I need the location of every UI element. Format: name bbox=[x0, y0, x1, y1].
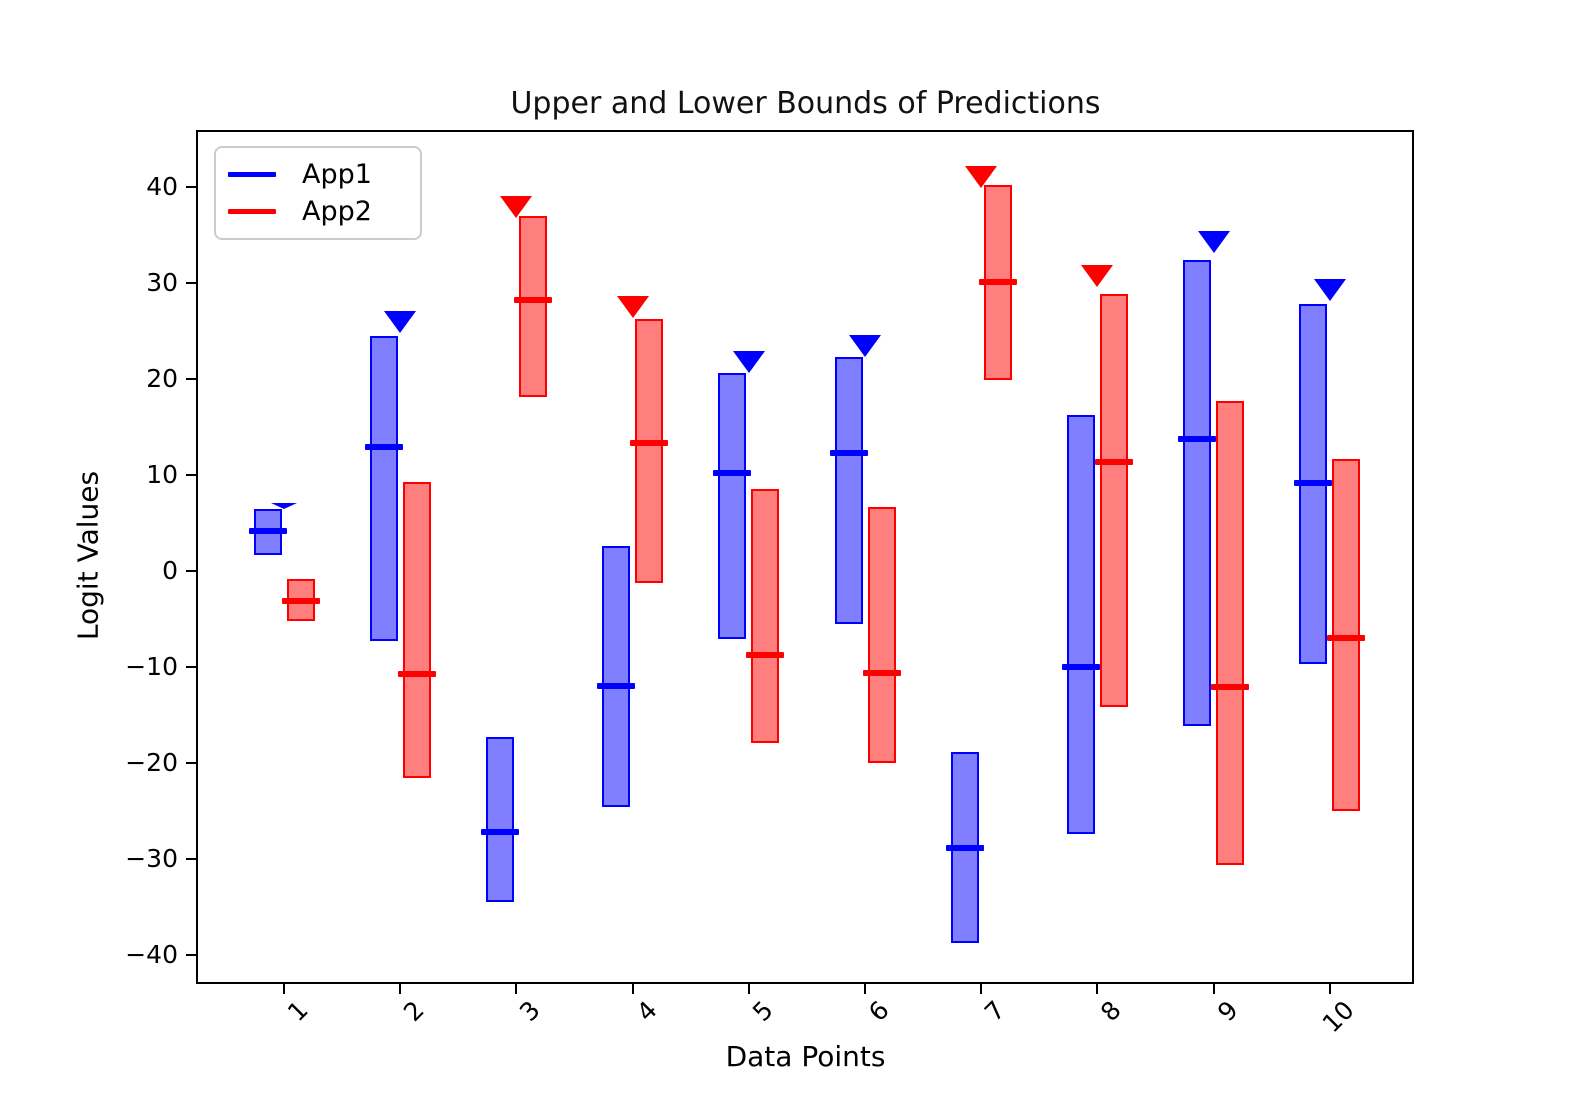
app1-median-4 bbox=[597, 683, 636, 690]
app2-median-7 bbox=[978, 279, 1017, 286]
x-tick-2 bbox=[399, 984, 402, 994]
y-tick-label-40: 40 bbox=[146, 172, 178, 201]
y-tick-label--30: −30 bbox=[125, 844, 178, 873]
y-tick-label--40: −40 bbox=[125, 940, 178, 969]
app2-median-9 bbox=[1211, 684, 1250, 691]
x-tick-5 bbox=[747, 984, 750, 994]
app2-bar-5 bbox=[751, 489, 780, 743]
x-tick-7 bbox=[980, 984, 983, 994]
x-axis-label: Data Points bbox=[725, 1040, 886, 1073]
app1-max-marker-10 bbox=[1313, 278, 1346, 301]
x-tick-6 bbox=[864, 984, 866, 994]
y-tick-0 bbox=[186, 570, 196, 572]
app1-max-marker-9 bbox=[1197, 230, 1230, 253]
y-tick-label--20: −20 bbox=[125, 748, 178, 777]
app1-bar-4 bbox=[602, 546, 631, 808]
app2-bar-2 bbox=[402, 481, 431, 779]
app2-bar-6 bbox=[867, 506, 896, 763]
app1-median-7 bbox=[945, 845, 984, 852]
app1-max-marker-2 bbox=[384, 311, 417, 334]
app2-max-marker-8 bbox=[1081, 265, 1114, 288]
x-tick-3 bbox=[515, 984, 518, 994]
app1-median-2 bbox=[364, 444, 403, 451]
app1-max-marker-1 bbox=[271, 502, 297, 509]
x-tick-8 bbox=[1096, 984, 1099, 994]
legend-label-app2: App2 bbox=[302, 196, 372, 228]
app2-max-marker-7 bbox=[965, 166, 998, 189]
app1-bar-2 bbox=[369, 335, 398, 642]
app1-bar-3 bbox=[485, 737, 514, 903]
app2-median-5 bbox=[746, 651, 785, 658]
legend-line-app2-icon bbox=[228, 209, 276, 215]
app1-median-5 bbox=[713, 470, 752, 477]
app1-bar-6 bbox=[834, 356, 863, 624]
app1-median-9 bbox=[1178, 436, 1217, 443]
app2-bar-3 bbox=[518, 215, 547, 398]
app1-max-marker-6 bbox=[849, 335, 881, 358]
app2-median-2 bbox=[397, 670, 436, 677]
chart-title: Upper and Lower Bounds of Predictions bbox=[510, 86, 1101, 121]
y-tick-label-30: 30 bbox=[146, 268, 178, 297]
y-tick-label-10: 10 bbox=[146, 460, 178, 489]
y-tick-label-20: 20 bbox=[146, 364, 178, 393]
app2-median-1 bbox=[281, 597, 320, 604]
x-tick-9 bbox=[1212, 984, 1215, 994]
app2-median-10 bbox=[1327, 635, 1366, 642]
x-tick-4 bbox=[631, 984, 634, 994]
app1-median-8 bbox=[1061, 664, 1100, 670]
app1-bar-9 bbox=[1183, 259, 1212, 726]
legend: App1 App2 bbox=[214, 146, 422, 240]
y-tick--40 bbox=[186, 954, 196, 956]
y-tick-30 bbox=[186, 282, 196, 284]
app2-median-3 bbox=[513, 297, 552, 304]
app2-max-marker-4 bbox=[616, 296, 649, 318]
legend-label-app1: App1 bbox=[302, 158, 372, 190]
app2-bar-9 bbox=[1216, 401, 1245, 865]
app1-bar-5 bbox=[718, 373, 747, 640]
app1-median-1 bbox=[248, 527, 287, 534]
y-tick-40 bbox=[186, 186, 196, 188]
app1-median-6 bbox=[829, 449, 868, 456]
y-tick-10 bbox=[186, 474, 196, 476]
y-tick--10 bbox=[186, 666, 196, 668]
app2-bar-4 bbox=[635, 318, 664, 584]
y-tick--20 bbox=[186, 762, 196, 764]
y-tick-20 bbox=[186, 378, 196, 380]
app1-median-10 bbox=[1294, 479, 1333, 486]
app1-median-3 bbox=[480, 829, 519, 836]
x-tick-1 bbox=[283, 984, 285, 994]
app2-median-4 bbox=[630, 440, 669, 447]
app2-max-marker-3 bbox=[500, 196, 533, 219]
legend-item-app2: App2 bbox=[228, 196, 408, 227]
app2-bar-8 bbox=[1099, 293, 1128, 708]
app2-bar-10 bbox=[1332, 458, 1361, 811]
legend-line-app1-icon bbox=[228, 171, 276, 177]
legend-item-app1: App1 bbox=[228, 159, 408, 190]
y-tick-label--10: −10 bbox=[125, 652, 178, 681]
app1-max-marker-5 bbox=[732, 350, 765, 373]
app1-bar-8 bbox=[1066, 415, 1095, 835]
app2-median-6 bbox=[862, 669, 901, 676]
y-tick-label-0: 0 bbox=[162, 556, 178, 585]
y-tick--30 bbox=[186, 858, 196, 860]
app2-median-8 bbox=[1094, 458, 1133, 465]
x-tick-10 bbox=[1328, 984, 1331, 994]
